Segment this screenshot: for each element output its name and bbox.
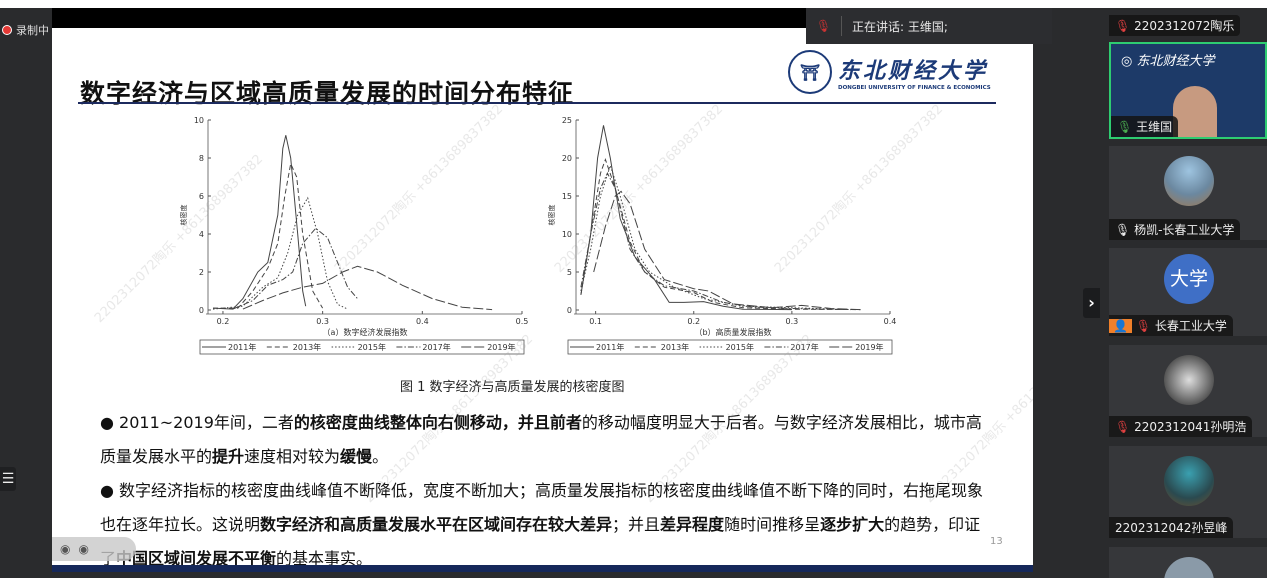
x-tick-label: 0.3 — [316, 317, 329, 326]
y-tick-label: 2 — [199, 268, 204, 277]
y-tick-label: 5 — [567, 268, 572, 277]
series-line-2011年 — [212, 135, 307, 310]
speaking-label: 正在讲话: 王维国; — [852, 19, 948, 34]
series-line-2019年 — [242, 265, 493, 311]
host-icon: 👤 — [1109, 319, 1132, 333]
recording-indicator: 录制中 — [2, 22, 49, 38]
y-axis-label: 核密度 — [547, 205, 556, 226]
bullet-2: ● 数字经济指标的核密度曲线峰值不断降低，宽度不断加大；高质量发展指标的核密度曲… — [100, 481, 984, 568]
x-tick-label: 0.3 — [786, 317, 799, 326]
avatar — [1164, 456, 1214, 506]
recording-label: 录制中 — [16, 24, 49, 37]
y-tick-label: 8 — [199, 154, 204, 163]
participant-tile[interactable]: 🎙︎ 2202312041孙明浩 — [1109, 345, 1267, 437]
legend-label: 2017年 — [422, 342, 450, 352]
legend-label: 2015年 — [726, 342, 754, 352]
y-tick-label: 10 — [194, 116, 204, 125]
y-tick-label: 0 — [199, 306, 204, 315]
top-strip — [0, 0, 1267, 8]
legend-label: 2017年 — [790, 342, 818, 352]
muted-mic-icon: 🎙︎ — [1115, 19, 1131, 33]
y-tick-label: 6 — [199, 192, 204, 201]
tile-logo-text: 东北财经大学 — [1136, 54, 1215, 69]
legend-box — [567, 339, 893, 355]
bottom-strip — [0, 578, 1267, 586]
university-seal-icon: ⛩ — [788, 50, 832, 94]
x-tick-label: 0.2 — [217, 317, 230, 326]
participant-tile[interactable]: 大学 👤 🎙︎ 长春工业大学 — [1109, 248, 1267, 336]
y-tick-label: 4 — [199, 230, 204, 239]
series-line-2013年 — [580, 157, 861, 311]
series-line-2017年 — [580, 172, 851, 311]
legend-label: 2019年 — [487, 342, 515, 352]
logo-en: DONGBEI UNIVERSITY OF FINANCE & ECONOMIC… — [838, 85, 991, 91]
figure-caption: 图 1 数字经济与高质量发展的核密度图 — [400, 380, 625, 395]
legend-label: 2015年 — [358, 342, 386, 352]
participant-tile[interactable]: 🎙︎ 杨凯-长春工业大学 — [1109, 146, 1267, 240]
mic-active-icon: 🎙︎ — [1117, 120, 1133, 134]
y-tick-label: 15 — [562, 192, 572, 201]
collapse-panel-button[interactable]: › — [1083, 288, 1100, 318]
legend-label: 2011年 — [596, 342, 624, 352]
legend-label: 2019年 — [855, 342, 883, 352]
x-tick-label: 0.5 — [516, 317, 529, 326]
participant-top-label: 🎙︎ 2202312072陶乐 — [1109, 14, 1267, 36]
share-top-bar — [52, 8, 1033, 28]
avatar — [1164, 355, 1214, 405]
y-tick-label: 0 — [567, 306, 572, 315]
prev-icon[interactable]: ◉ — [60, 542, 71, 556]
muted-mic-icon: 🎙︎ — [1135, 319, 1152, 333]
muted-mic-icon: 🎙︎ — [806, 16, 842, 36]
series-line-2011年 — [580, 125, 792, 311]
logo-cn: 东北财经大学 — [838, 58, 989, 84]
university-logo: ⛩ 东北财经大学 DONGBEI UNIVERSITY OF FINANCE &… — [788, 50, 991, 94]
y-axis-label: 核密度 — [179, 205, 188, 226]
avatar — [1164, 156, 1214, 206]
muted-mic-icon: 🎙︎ — [1115, 420, 1131, 434]
slide-controls[interactable]: ◉ ◉ — [52, 537, 136, 561]
series-line-2019年 — [593, 190, 861, 311]
seal-icon: ◎ — [1121, 54, 1133, 69]
record-icon — [2, 25, 12, 35]
y-tick-label: 25 — [562, 116, 572, 125]
density-chart-b: 0 5 10 15 20 25 0.1 0.2 0.3 0.4 （b）高质量发展指数 核密度 2011年… — [547, 116, 897, 355]
density-chart-a: 0 2 4 6 8 10 0.2 0.3 0.4 0.5 （a）数字经济发展指数 核密度 2011年 20… — [179, 116, 529, 355]
y-tick-label: 10 — [562, 230, 572, 239]
series-line-2015年 — [580, 163, 851, 311]
participant-tile[interactable]: 2202312042孙昱峰 — [1109, 446, 1267, 538]
slide-title: 数字经济与区域高质量发展的时间分布特征 — [80, 79, 575, 108]
legend-label: 2013年 — [293, 342, 321, 352]
shared-slide: 数字经济与区域高质量发展的时间分布特征 ⛩ 东北财经大学 DONGBEI UNI… — [52, 28, 1033, 572]
avatar: 大学 — [1164, 254, 1214, 304]
x-axis-label: （a）数字经济发展指数 — [323, 327, 408, 337]
participant-tile-active[interactable]: ◎ 东北财经大学 🎙︎ 王维国 — [1109, 42, 1267, 139]
bullet-1: ● 2011~2019年间，二者的核密度曲线整体向右侧移动，并且前者的移动幅度明… — [100, 413, 982, 466]
series-line-2017年 — [232, 227, 358, 310]
slide-footer-bar — [52, 565, 1033, 572]
legend-box — [199, 339, 525, 355]
legend-label: 2011年 — [228, 342, 256, 352]
page-number: 13 — [990, 536, 1003, 547]
mic-icon: 🎙︎ — [1115, 223, 1131, 237]
series-line-2015年 — [212, 196, 348, 310]
series-line-2013年 — [213, 162, 324, 309]
x-tick-label: 0.4 — [884, 317, 897, 326]
x-axis-label: （b）高质量发展指数 — [694, 327, 771, 337]
video-feed — [1173, 86, 1217, 137]
speaking-indicator: 🎙︎ 正在讲话: 王维国; — [806, 8, 1052, 44]
menu-icon[interactable]: ☰ — [0, 467, 16, 491]
x-tick-label: 0.1 — [589, 317, 602, 326]
x-tick-label: 0.2 — [687, 317, 700, 326]
legend-label: 2013年 — [661, 342, 689, 352]
title-underline — [78, 102, 996, 104]
y-tick-label: 20 — [562, 154, 572, 163]
next-icon[interactable]: ◉ — [78, 542, 89, 556]
x-tick-label: 0.4 — [416, 317, 429, 326]
